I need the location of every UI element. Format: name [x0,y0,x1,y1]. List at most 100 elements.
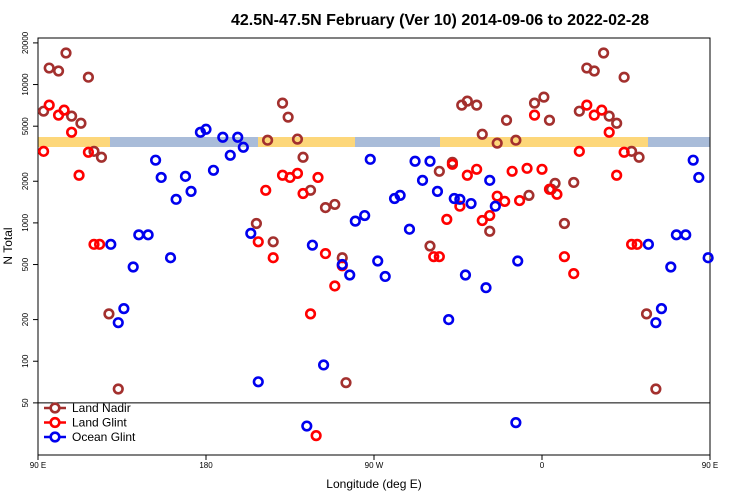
data-point [441,213,453,225]
data-point [573,105,585,117]
y-tick-label: 20000 [21,31,30,54]
data-point [118,303,130,315]
data-point [521,162,533,174]
data-point [491,190,503,202]
data-point [454,200,466,212]
x-tick-label: 90 W [365,461,384,470]
data-point [95,151,108,163]
data-point [611,117,623,129]
data-point [665,261,677,273]
data-point [558,251,571,263]
data-point [245,227,257,239]
data-point [484,225,496,237]
data-point [650,317,662,329]
data-point [491,137,503,149]
data-point [633,151,645,163]
data-point [424,240,436,252]
band-land [38,137,110,147]
data-point [461,169,473,181]
x-tick-label: 90 E [30,461,46,470]
data-point [499,195,511,208]
data-point [155,171,167,184]
data-point [93,238,106,250]
data-point [179,170,192,182]
data-point [693,171,705,184]
data-point [103,308,115,320]
data-point [164,252,177,264]
data-point [37,105,50,117]
data-point [336,258,348,271]
data-point [443,313,455,326]
data-point [310,430,322,442]
data-point [88,238,100,250]
data-point [543,183,556,195]
data-point [536,163,548,175]
data-point [424,155,436,167]
data-point [433,165,445,177]
data-point [306,239,319,251]
data-point [588,109,600,121]
data-point [142,229,154,241]
data-point [276,97,289,109]
data-point [344,269,356,281]
data-point [603,110,615,122]
data-point [640,308,653,320]
data-point [262,134,274,146]
data-point [603,126,615,138]
data-point [680,229,692,241]
x-tick-label: 180 [199,461,213,470]
data-point [364,153,376,165]
y-tick-label: 1000 [21,213,30,231]
data-point [291,133,304,145]
data-point [655,303,668,315]
data-point [304,308,317,320]
data-point [461,95,473,107]
data-point [568,176,580,189]
x-tick-label: 0 [540,461,545,470]
band-ocean [38,137,710,147]
band-land [440,137,648,147]
data-point [528,97,541,109]
band-land [258,137,355,147]
data-point [37,145,50,157]
data-point [58,104,70,116]
legend-label: Land Glint [72,416,127,430]
data-point [476,128,488,140]
data-point [250,217,262,230]
data-point [170,193,182,205]
data-point [65,126,78,138]
data-point [428,251,440,263]
data-point [446,158,459,170]
legend-marker [49,431,61,443]
data-point [528,109,541,121]
data-point [312,171,324,184]
data-point [282,111,294,123]
data-point [65,110,78,122]
data-point [687,154,699,166]
data-point [558,217,571,230]
data-point [329,198,341,211]
y-tick-label: 50 [21,398,30,407]
data-point [372,255,384,267]
data-point [403,223,416,235]
data-point [207,164,220,176]
legend-marker [49,402,61,414]
y-tick-label: 10000 [21,73,30,96]
data-point [433,251,445,263]
data-point [596,104,608,116]
data-point [43,99,55,111]
data-point [618,71,630,83]
data-point [416,174,429,186]
data-point [471,163,483,175]
data-point [581,99,593,111]
y-tick-label: 500 [21,257,30,271]
legend-label: Land Nadir [72,401,131,415]
data-point [318,359,330,371]
data-point [319,201,332,214]
data-point [267,252,279,264]
data-point [297,187,309,200]
data-point [82,71,94,83]
data-point [260,184,272,196]
data-point [631,238,643,250]
